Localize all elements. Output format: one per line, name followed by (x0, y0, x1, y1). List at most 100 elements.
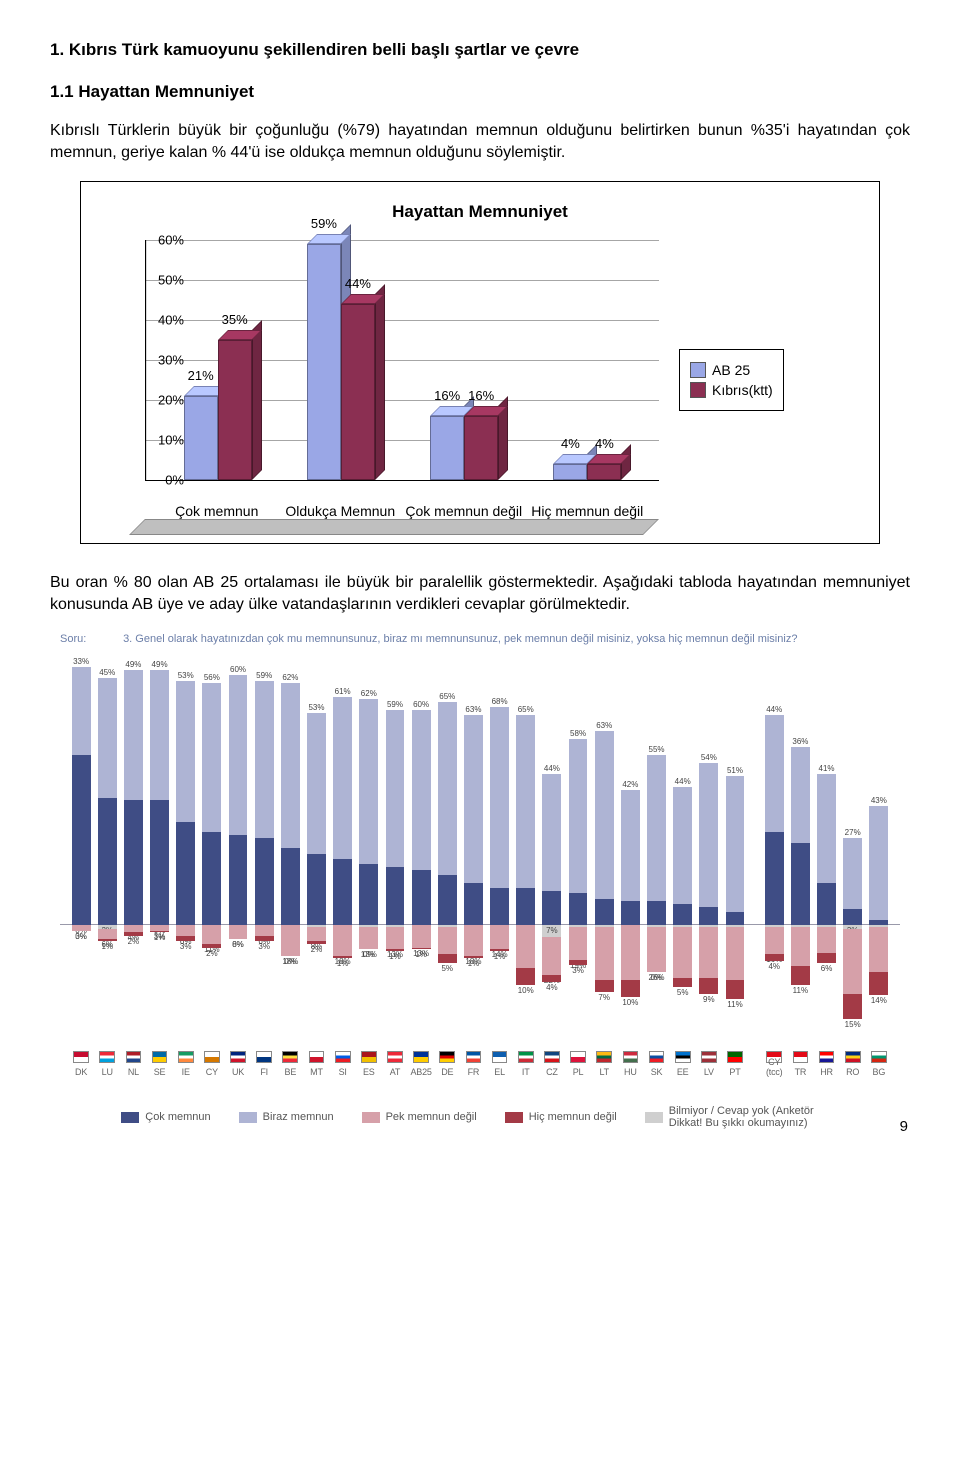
country-flag-icon (819, 1051, 835, 1063)
value-label: 15% (845, 1020, 861, 1029)
bar: 59% (307, 244, 341, 480)
seg-cok-memnun: 16% (817, 883, 836, 926)
country-flag-icon (126, 1051, 142, 1063)
stack-down: 0%3%0% (72, 925, 91, 930)
seg-biraz-memnun: 59% (386, 710, 405, 867)
country-flag-icon (361, 1051, 377, 1063)
seg-cok-memnun: 34% (229, 835, 248, 925)
seg-bilmiyor: 7% (542, 925, 561, 937)
value-label: 60% (413, 700, 429, 709)
legend-swatch (362, 1112, 380, 1123)
country-column: 33%59%0%6%3%FI (251, 659, 277, 1039)
country-flag-icon (152, 1051, 168, 1063)
legend-item: Kıbrıs(ktt) (690, 382, 773, 398)
bar-value-label: 4% (595, 436, 614, 451)
country-flag-icon (230, 1051, 246, 1063)
legend-label: Pek memnun değil (386, 1111, 477, 1123)
detail-question: Soru: 3. Genel olarak hayatınızdan çok m… (60, 633, 900, 645)
bar: 35% (218, 340, 252, 480)
seg-hic-degil: 2% (202, 944, 221, 947)
country-column: 12%58%1%19%3%PL (565, 659, 591, 1039)
value-label: 53% (178, 671, 194, 680)
stack-up: 27%53% (307, 713, 326, 926)
country-column: 9%42%0%32%10%HU (617, 659, 643, 1039)
seg-cok-memnun: 39% (176, 822, 195, 926)
legend-label: Kıbrıs(ktt) (712, 382, 773, 398)
stack-down: 1%26%0% (647, 925, 666, 971)
stack-down: 1%16%5% (438, 925, 457, 963)
country-flag-icon (178, 1051, 194, 1063)
seg-hic-degil: 1% (490, 949, 509, 951)
seg-hic-degil: 2% (307, 941, 326, 944)
stack-up: 9%42% (621, 790, 640, 926)
country-column: 5%51%1%31%11%PT (722, 659, 748, 1039)
seg-biraz-memnun: 53% (176, 681, 195, 822)
seg-cok-memnun: 22% (386, 867, 405, 926)
seg-cok-memnun: 48% (98, 798, 117, 926)
country-column: 16%41%1%15%6%HR (813, 659, 839, 1039)
stack-down: 0%6%3% (176, 925, 195, 940)
stack-down: 1%13%0% (359, 925, 378, 949)
detail-bars: 64%33%0%3%0%DK48%45%2%6%1%LU47%49%0%4%2%… (68, 659, 892, 1039)
bar-group: 16%16% (430, 240, 498, 480)
value-label: 1% (494, 952, 506, 961)
stack-up: 14%65% (516, 715, 535, 925)
legend-swatch (505, 1112, 523, 1123)
country-code: FI (251, 1067, 277, 1077)
seg-hic-degil: 10% (516, 968, 535, 985)
seg-pek-degil: 18% (333, 925, 352, 956)
stack-down: 0%18%1% (333, 925, 352, 957)
seg-hic-degil: 11% (791, 966, 810, 985)
country-code: ES (356, 1067, 382, 1077)
stack-down: 2%6%1% (98, 925, 117, 940)
legend-swatch (690, 362, 706, 378)
seg-biraz-memnun: 33% (72, 667, 91, 755)
stack-up: 47%49% (124, 670, 143, 925)
seg-pek-degil: 22% (542, 937, 561, 975)
seg-pek-degil: 6% (98, 929, 117, 939)
seg-hic-degil: 4% (542, 975, 561, 982)
value-label: 0% (232, 940, 244, 949)
question-text: 3. Genel olarak hayatınızdan çok mu memn… (123, 633, 797, 645)
country-flag-icon (439, 1051, 455, 1063)
stack-up: 8%44% (673, 787, 692, 925)
seg-hic-degil: 11% (726, 980, 745, 999)
value-label: 6% (821, 964, 833, 973)
country-code: MT (303, 1067, 329, 1077)
bar-value-label: 59% (311, 216, 337, 231)
main-chart: Hayattan Memnuniyet 0%10%20%30%40%50%60%… (80, 181, 880, 544)
seg-hic-degil: 14% (869, 972, 888, 996)
seg-hic-degil: 9% (699, 978, 718, 993)
seg-hic-degil: 1% (412, 948, 431, 950)
stack-down: 1%23%11% (791, 925, 810, 985)
stack-up: 35%56% (202, 683, 221, 925)
country-column: 8%44%1%30%5%EE (670, 659, 696, 1039)
bar-value-label: 35% (222, 312, 248, 327)
main-chart-title: Hayattan Memnuniyet (99, 202, 861, 222)
seg-biraz-memnun: 41% (817, 774, 836, 883)
seg-biraz-memnun: 49% (150, 670, 169, 800)
country-code: PL (565, 1067, 591, 1077)
stack-up: 48%45% (98, 678, 117, 925)
seg-cok-memnun: 27% (307, 854, 326, 926)
country-code: PT (722, 1067, 748, 1077)
country-flag-icon (727, 1051, 743, 1063)
bar-value-label: 16% (468, 388, 494, 403)
seg-hic-degil: 7% (595, 980, 614, 992)
country-code: EE (670, 1067, 696, 1077)
seg-hic-degil: 5% (438, 954, 457, 963)
country-column: 14%68%0%14%1%EL (487, 659, 513, 1039)
seg-biraz-memnun: 62% (359, 699, 378, 864)
value-label: 53% (308, 703, 324, 712)
stack-up: 14%68% (490, 707, 509, 925)
seg-cok-memnun: 47% (124, 800, 143, 925)
seg-cok-memnun: 5% (726, 912, 745, 925)
seg-hic-degil: 1% (333, 956, 352, 958)
legend-label: AB 25 (712, 362, 750, 378)
seg-pek-degil: 3% (72, 925, 91, 930)
value-label: 49% (125, 660, 141, 669)
country-flag-icon (570, 1051, 586, 1063)
country-code: HR (813, 1067, 839, 1077)
country-flag-icon (518, 1051, 534, 1063)
seg-biraz-memnun: 63% (595, 731, 614, 899)
